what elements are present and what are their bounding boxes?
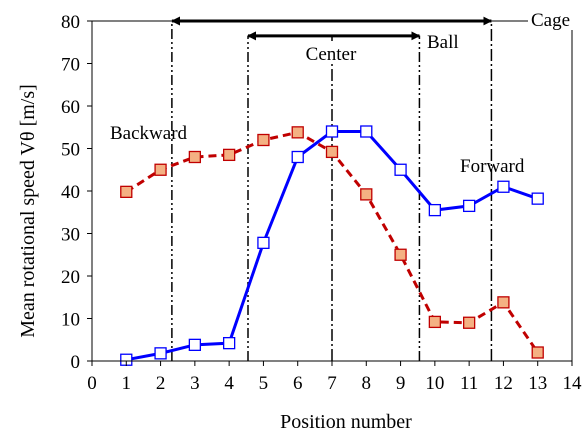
data-point <box>121 186 132 197</box>
x-tick-label: 14 <box>563 373 583 394</box>
y-tick-label: 80 <box>61 12 80 33</box>
y-tick-label: 60 <box>61 97 80 118</box>
x-tick-label: 2 <box>156 373 166 394</box>
axes <box>87 21 572 366</box>
x-tick-label: 0 <box>87 373 97 394</box>
backward-label: Backward <box>110 123 188 144</box>
data-point <box>498 181 509 192</box>
x-tick-label: 8 <box>362 373 372 394</box>
data-point <box>258 135 269 146</box>
ball-label: Ball <box>427 32 459 53</box>
x-tick-label: 7 <box>327 373 337 394</box>
x-tick-label: 13 <box>528 373 547 394</box>
data-point <box>292 152 303 163</box>
data-point <box>258 237 269 248</box>
x-tick-label: 12 <box>494 373 513 394</box>
y-tick-label: 10 <box>61 310 80 331</box>
x-tick-label: 10 <box>425 373 444 394</box>
x-tick-label: 4 <box>224 373 234 394</box>
data-point <box>189 152 200 163</box>
x-axis-title: Position number <box>280 411 412 433</box>
data-point <box>361 189 372 200</box>
data-point <box>532 193 543 204</box>
data-point <box>464 200 475 211</box>
data-point <box>224 149 235 160</box>
x-tick-label: 1 <box>122 373 132 394</box>
data-point <box>327 146 338 157</box>
y-tick-label: 50 <box>61 140 80 161</box>
data-point <box>155 348 166 359</box>
x-tick-label: 5 <box>259 373 269 394</box>
data-point <box>532 347 543 358</box>
y-axis-title: Mean rotational speed Vθ [m/s] <box>17 84 39 338</box>
y-tick-label: 30 <box>61 225 80 246</box>
y-tick-label: 20 <box>61 267 80 288</box>
data-point <box>155 164 166 175</box>
y-tick-label: 0 <box>71 352 81 373</box>
x-tick-label: 11 <box>460 373 478 394</box>
data-point <box>429 316 440 327</box>
y-tick-label: 40 <box>61 182 80 203</box>
y-tick-label: 70 <box>61 55 80 76</box>
region-boundary-lines <box>172 21 492 361</box>
data-point <box>361 126 372 137</box>
x-tick-label: 9 <box>396 373 406 394</box>
data-point <box>189 339 200 350</box>
data-point <box>464 317 475 328</box>
data-point <box>395 249 406 260</box>
data-point <box>429 205 440 216</box>
data-point <box>327 126 338 137</box>
center-label: Center <box>306 44 357 65</box>
forward-label: Forward <box>460 156 525 177</box>
data-point <box>395 164 406 175</box>
data-point <box>498 297 509 308</box>
data-point <box>292 127 303 138</box>
x-tick-label: 6 <box>293 373 303 394</box>
cage-label: Cage <box>531 10 570 31</box>
x-tick-label: 3 <box>190 373 200 394</box>
data-point <box>224 338 235 349</box>
